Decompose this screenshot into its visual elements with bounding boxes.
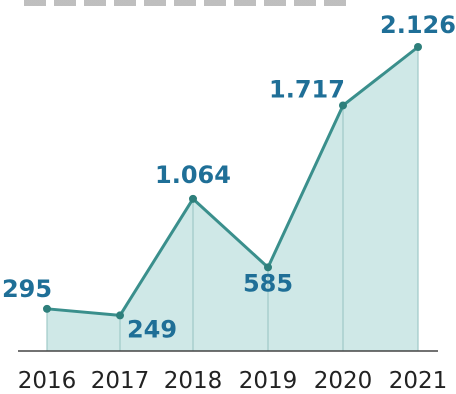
data-point-2021	[414, 43, 422, 51]
data-point-2017	[116, 311, 124, 320]
value-label-2019: 585	[243, 269, 293, 297]
data-point-2016	[43, 304, 51, 313]
value-label-2020: 1.717	[269, 75, 345, 103]
area-fill-layer	[47, 47, 418, 351]
data-point-2020	[339, 101, 347, 110]
x-tick-labels: 2016 2017 2018 2019 2020 2021	[18, 368, 448, 394]
series-line-layer	[46, 45, 419, 317]
value-label-2018: 1.064	[155, 161, 231, 189]
value-labels: 295 249 1.064 585 1.717 2.126	[2, 11, 456, 343]
data-markers	[43, 43, 422, 320]
value-label-2016: 295	[2, 275, 52, 303]
divider-lines	[46, 47, 419, 351]
x-tick-2020: 2020	[314, 368, 373, 394]
x-tick-2021: 2021	[389, 368, 448, 394]
series-line	[46, 45, 419, 317]
area-fill	[47, 47, 418, 351]
x-tick-2016: 2016	[18, 368, 77, 394]
x-tick-2017: 2017	[91, 368, 150, 394]
cropped-title-fragment	[24, 0, 352, 6]
value-label-2021: 2.126	[380, 11, 456, 39]
value-label-2017: 249	[127, 315, 177, 343]
x-tick-2019: 2019	[239, 368, 298, 394]
data-point-2018	[189, 194, 197, 203]
data-point-2019	[264, 263, 272, 272]
x-tick-2018: 2018	[164, 368, 223, 394]
